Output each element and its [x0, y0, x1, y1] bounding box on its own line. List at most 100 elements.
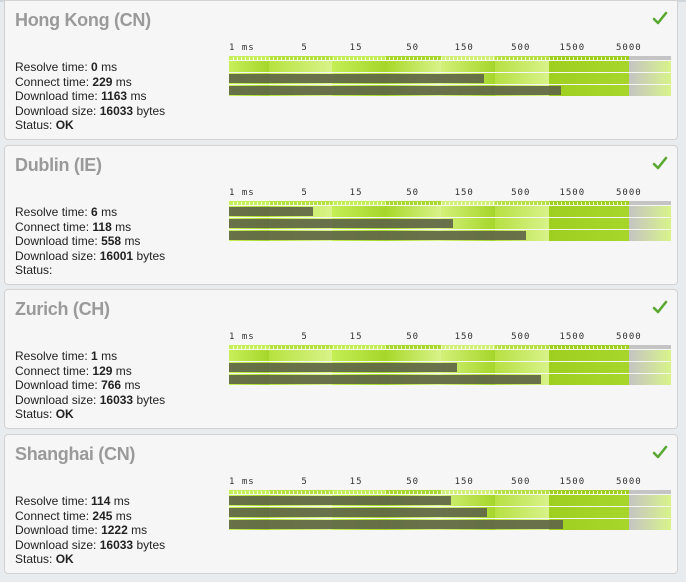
ruler-tick — [445, 346, 446, 349]
ruler-tick — [297, 346, 298, 349]
ruler-tick — [461, 202, 462, 205]
tick-label: 150 — [454, 188, 474, 198]
ruler-tick — [477, 346, 478, 349]
ruler-tick — [293, 346, 294, 349]
ruler-tick — [457, 491, 458, 494]
ruler-tick — [465, 57, 466, 60]
ruler-tick — [497, 346, 498, 349]
ruler-tick — [537, 202, 538, 205]
ruler-tick — [425, 346, 426, 349]
ruler-tick — [577, 491, 578, 494]
ruler-tick — [529, 346, 530, 349]
ruler-tick — [433, 491, 434, 494]
ruler-tick — [537, 57, 538, 60]
ruler-tick — [241, 491, 242, 494]
ruler-tick — [333, 346, 334, 349]
ruler-tick — [573, 202, 574, 205]
ruler-tick — [373, 202, 374, 205]
ruler-tick — [389, 202, 390, 205]
scale-zone — [548, 490, 629, 494]
scale-zone — [629, 218, 671, 229]
ruler-tick — [581, 346, 582, 349]
ruler-tick — [469, 57, 470, 60]
ruler-tick — [345, 346, 346, 349]
ruler-tick — [613, 346, 614, 349]
ruler-tick — [401, 491, 402, 494]
connect-bar — [229, 219, 454, 228]
ruler-tick — [321, 57, 322, 60]
ruler-tick — [305, 346, 306, 349]
ruler-tick — [613, 57, 614, 60]
ruler-tick — [509, 491, 510, 494]
scale-zone — [229, 345, 269, 349]
ruler-tick — [265, 346, 266, 349]
ruler-tick — [521, 57, 522, 60]
scale-zone — [494, 507, 549, 518]
timing-info: Resolve time: 0 ms Connect time: 229 ms … — [15, 60, 165, 133]
ruler-tick — [317, 57, 318, 60]
ruler-tick — [557, 346, 558, 349]
ruler-tick — [269, 491, 270, 494]
tick-label: 15 — [349, 188, 363, 198]
tick-label: 500 — [511, 188, 531, 198]
ruler-tick — [373, 491, 374, 494]
scale-zone — [494, 206, 549, 217]
ruler-tick — [321, 491, 322, 494]
ruler-tick — [373, 57, 374, 60]
ruler-tick — [581, 57, 582, 60]
scale-zone — [548, 56, 629, 60]
ruler-tick — [313, 202, 314, 205]
ruler-tick — [353, 491, 354, 494]
ruler-tick — [301, 346, 302, 349]
scale-zone — [440, 495, 495, 506]
ruler-tick — [377, 346, 378, 349]
ruler-tick — [261, 57, 262, 60]
ruler-tick — [409, 57, 410, 60]
ruler-tick — [341, 57, 342, 60]
ruler-tick — [465, 202, 466, 205]
ruler-tick — [353, 202, 354, 205]
ruler-tick — [245, 202, 246, 205]
ruler-tick — [433, 57, 434, 60]
ruler-tick — [305, 57, 306, 60]
ruler-tick — [497, 491, 498, 494]
scale-zone — [332, 61, 387, 72]
ruler-tick — [605, 491, 606, 494]
scale-zone — [494, 495, 549, 506]
ruler-tick — [601, 202, 602, 205]
ruler-tick — [253, 202, 254, 205]
ruler-tick — [285, 491, 286, 494]
tick-label: 50 — [406, 332, 420, 342]
check-icon — [652, 300, 668, 314]
scale-zone — [268, 201, 333, 205]
ruler-tick — [249, 346, 250, 349]
ruler-tick — [517, 491, 518, 494]
ruler-tick — [429, 346, 430, 349]
ruler-tick — [529, 57, 530, 60]
ruler-tick — [453, 491, 454, 494]
ruler-tick — [441, 57, 442, 60]
ruler-tick — [601, 346, 602, 349]
ruler-tick — [393, 491, 394, 494]
ruler-tick — [617, 57, 618, 60]
ruler-tick — [469, 491, 470, 494]
tick-label: 1 ms — [229, 477, 255, 487]
scale-zone — [548, 206, 629, 217]
ruler-tick — [273, 202, 274, 205]
scale-zone — [386, 350, 441, 361]
ruler-tick — [529, 202, 530, 205]
scale-zone — [229, 490, 269, 494]
ruler-tick — [505, 491, 506, 494]
ruler-tick — [621, 346, 622, 349]
scale-zone — [332, 206, 387, 217]
scale-zone — [548, 519, 629, 530]
ruler-tick — [297, 202, 298, 205]
ruler-tick — [273, 491, 274, 494]
ruler-tick — [241, 202, 242, 205]
ruler-tick — [493, 346, 494, 349]
ruler-tick — [369, 57, 370, 60]
resolve-line: Resolve time: 1 ms — [15, 349, 118, 363]
ruler-tick — [337, 202, 338, 205]
scale-zone — [268, 490, 333, 494]
ruler-tick — [401, 346, 402, 349]
